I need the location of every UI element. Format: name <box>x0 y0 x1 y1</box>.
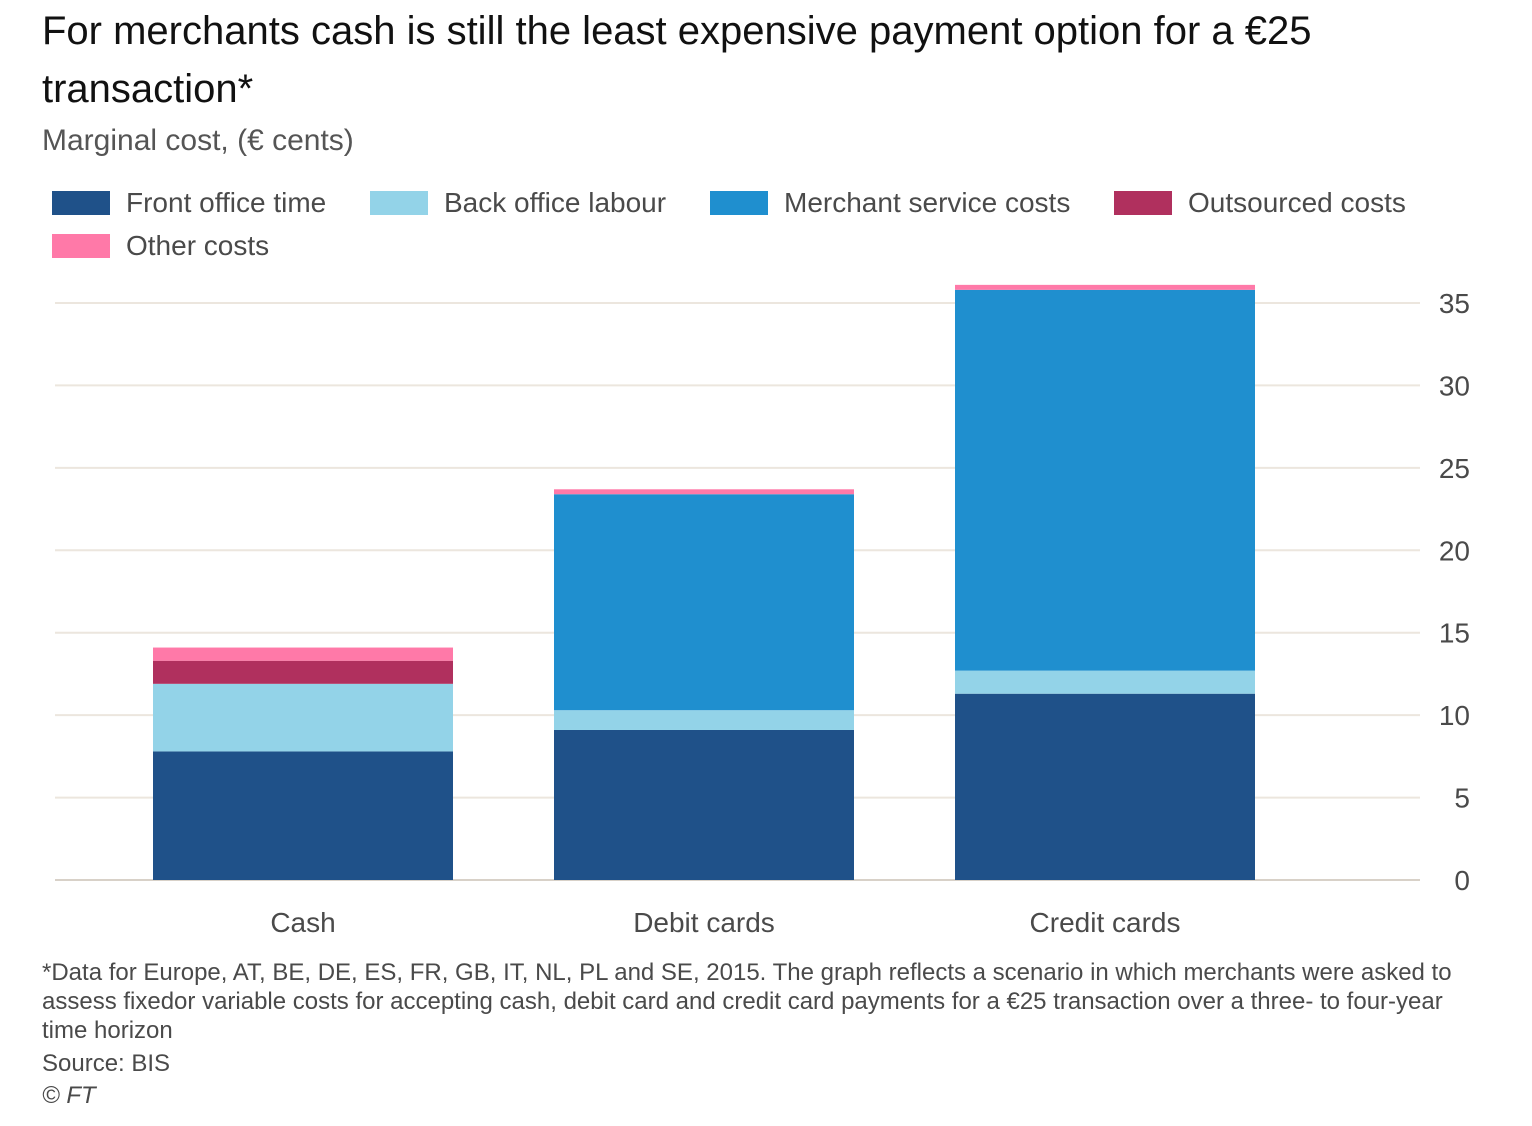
legend-swatch-other-costs <box>52 234 110 258</box>
chart-title: For merchants cash is still the least ex… <box>42 9 1312 111</box>
legend-item-front-office-time: Front office time <box>52 184 326 222</box>
y-tick-label-25: 25 <box>1439 453 1470 484</box>
bar-credit-cards-back-office-labour <box>955 670 1255 694</box>
legend-item-back-office-labour: Back office labour <box>370 184 666 222</box>
y-tick-label-30: 30 <box>1439 370 1470 401</box>
legend-item-outsourced-costs: Outsourced costs <box>1114 184 1406 222</box>
legend-label-merchant-service-costs: Merchant service costs <box>784 187 1071 218</box>
y-tick-label-10: 10 <box>1439 700 1470 731</box>
legend-swatch-back-office-labour <box>370 191 428 215</box>
bar-debit-cards-other-costs <box>554 489 854 495</box>
bar-cash-back-office-labour <box>153 683 453 752</box>
legend-label-back-office-labour: Back office labour <box>444 187 667 218</box>
legend-swatch-outsourced-costs <box>1114 191 1172 215</box>
y-axis-ticks: 0 5 10 15 20 25 30 35 <box>1439 288 1470 896</box>
x-category-label-debit-cards: Debit cards <box>633 907 775 938</box>
bar-cash-front-office-time <box>153 751 453 880</box>
bar-credit-cards-other-costs <box>955 284 1255 290</box>
footnote: *Data for Europe, AT, BE, DE, ES, FR, GB… <box>42 959 1452 1044</box>
bar-cash-outsourced-costs <box>153 660 453 684</box>
ft-credit: © FT <box>42 1082 96 1109</box>
x-category-label-credit-cards: Credit cards <box>1030 907 1181 938</box>
legend-swatch-front-office-time <box>52 191 110 215</box>
y-tick-label-15: 15 <box>1439 618 1470 649</box>
bar-debit-cards-back-office-labour <box>554 710 854 730</box>
bar-debit-cards-merchant-service-costs <box>554 494 854 711</box>
source-note: Source: BIS <box>42 1050 171 1077</box>
bar-credit-cards-front-office-time <box>955 693 1255 880</box>
stacked-bar-chart: 0 5 10 15 20 25 30 35 Cash Debit cards Credit car… <box>55 284 1470 938</box>
bar-debit-cards-front-office-time <box>554 729 854 880</box>
legend-swatch-merchant-service-costs <box>710 191 768 215</box>
legend-label-outsourced-costs: Outsourced costs <box>1188 187 1406 218</box>
bars <box>153 284 1255 880</box>
x-category-label-cash: Cash <box>270 907 335 938</box>
legend-item-other-costs: Other costs <box>52 227 269 265</box>
bar-cash-other-costs <box>153 647 453 661</box>
legend-label-other-costs: Other costs <box>126 230 270 261</box>
legend-item-merchant-service-costs: Merchant service costs <box>710 184 1070 222</box>
y-tick-label-5: 5 <box>1454 783 1470 814</box>
bar-credit-cards-merchant-service-costs <box>955 289 1255 671</box>
chart-subtitle: Marginal cost, (€ cents) <box>42 124 354 157</box>
x-axis-categories: Cash Debit cards Credit cards <box>270 907 1180 938</box>
y-tick-label-20: 20 <box>1439 535 1470 566</box>
legend-label-front-office-time: Front office time <box>126 187 327 218</box>
y-tick-label-0: 0 <box>1454 865 1470 896</box>
y-tick-label-35: 35 <box>1439 288 1470 319</box>
